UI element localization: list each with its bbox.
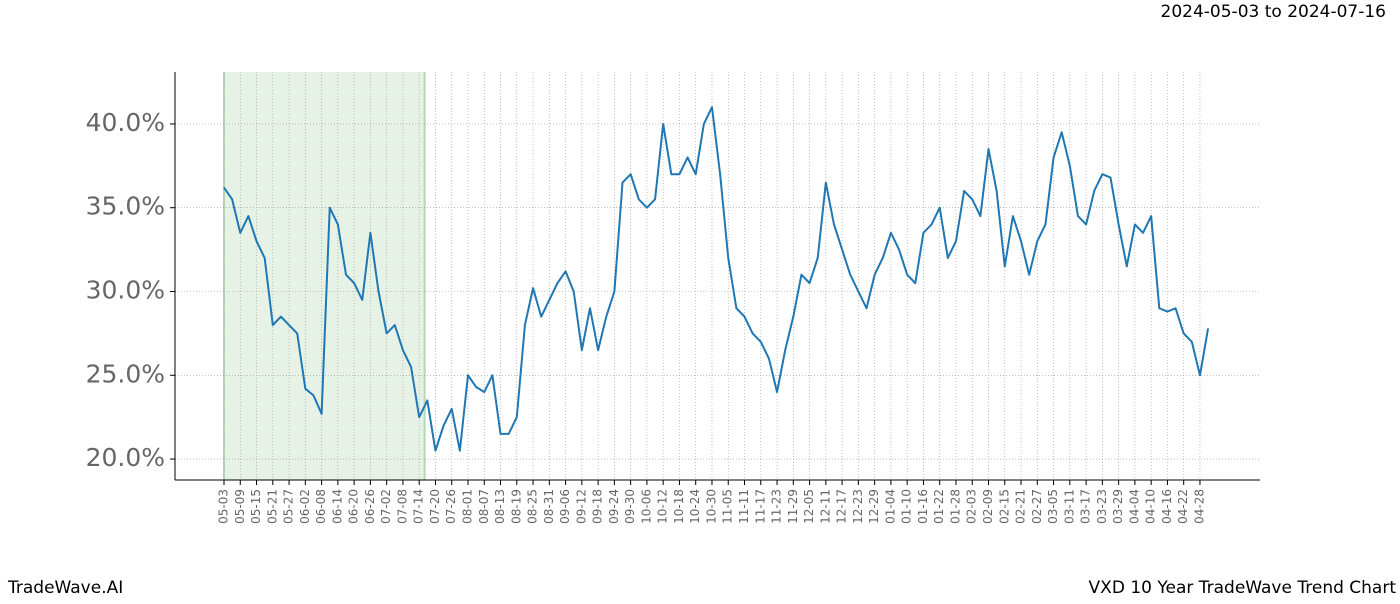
x-tick-label: 09-12 xyxy=(574,489,588,524)
x-tick-label: 09-06 xyxy=(558,489,572,524)
x-tick-label: 04-10 xyxy=(1144,489,1158,524)
x-tick-label: 04-16 xyxy=(1160,489,1174,524)
x-tick-label: 09-24 xyxy=(607,489,621,524)
x-tick-label: 03-23 xyxy=(1095,489,1109,524)
x-tick-label: 06-08 xyxy=(314,489,328,524)
x-tick-label: 02-03 xyxy=(965,489,979,524)
x-tick-label: 09-30 xyxy=(623,489,637,524)
x-tick-label: 08-07 xyxy=(477,489,491,524)
x-tick-label: 12-11 xyxy=(818,489,832,524)
x-tick-label: 07-20 xyxy=(428,489,442,524)
x-tick-label: 06-26 xyxy=(363,489,377,524)
x-tick-label: 08-01 xyxy=(460,489,474,524)
x-tick-label: 08-25 xyxy=(526,489,540,524)
trend-line xyxy=(223,106,1210,452)
x-tick-label: 06-02 xyxy=(298,489,312,524)
x-tick-label: 12-17 xyxy=(835,489,849,524)
x-tick-label: 08-19 xyxy=(509,489,523,524)
x-tick-label: 04-28 xyxy=(1192,489,1206,524)
x-tick-label: 10-24 xyxy=(688,489,702,524)
highlight-range xyxy=(224,72,425,480)
x-tick-label: 10-30 xyxy=(704,489,718,524)
x-tick-label: 04-04 xyxy=(1127,489,1141,524)
x-tick-label: 03-29 xyxy=(1111,489,1125,524)
footer-right: VXD 10 Year TradeWave Trend Chart xyxy=(1089,578,1397,598)
y-tick-label: 35.0% xyxy=(86,192,165,221)
x-tick-label: 06-20 xyxy=(347,489,361,524)
x-tick-label: 11-05 xyxy=(721,489,735,524)
x-tick-label: 01-22 xyxy=(932,489,946,524)
x-tick-label: 10-18 xyxy=(672,489,686,524)
x-tick-label: 06-14 xyxy=(330,489,344,524)
x-tick-label: 01-10 xyxy=(900,489,914,524)
date-range: 2024-05-03 to 2024-07-16 xyxy=(1161,2,1386,22)
x-tick-label: 01-28 xyxy=(948,489,962,524)
x-tick-label: 10-06 xyxy=(639,489,653,524)
x-tick-label: 03-17 xyxy=(1079,489,1093,524)
x-tick-label: 11-17 xyxy=(753,489,767,524)
x-tick-label: 10-12 xyxy=(656,489,670,524)
x-tick-label: 01-16 xyxy=(916,489,930,524)
x-tick-label: 11-11 xyxy=(737,489,751,524)
x-tick-label: 05-21 xyxy=(265,489,279,524)
x-tick-label: 07-14 xyxy=(412,489,426,524)
x-tick-label: 12-23 xyxy=(851,489,865,524)
x-tick-label: 11-23 xyxy=(770,489,784,524)
x-tick-label: 05-03 xyxy=(217,489,231,524)
x-tick-label: 12-05 xyxy=(802,489,816,524)
x-tick-label: 02-21 xyxy=(1014,489,1028,524)
x-tick-label: 02-27 xyxy=(1030,489,1044,524)
x-tick-label: 07-08 xyxy=(395,489,409,524)
x-tick-label: 08-13 xyxy=(493,489,507,524)
x-tick-label: 05-09 xyxy=(233,489,247,524)
x-tick-label: 04-22 xyxy=(1176,489,1190,524)
y-tick-label: 20.0% xyxy=(86,443,165,472)
y-tick-label: 25.0% xyxy=(86,359,165,388)
x-tick-label: 12-29 xyxy=(867,489,881,524)
x-tick-label: 02-15 xyxy=(997,489,1011,524)
y-tick-label: 30.0% xyxy=(86,275,165,304)
x-tick-label: 03-05 xyxy=(1046,489,1060,524)
x-tick-label: 11-29 xyxy=(786,489,800,524)
x-tick-label: 07-02 xyxy=(379,489,393,524)
x-tick-label: 02-09 xyxy=(981,489,995,524)
x-tick-label: 09-18 xyxy=(591,489,605,524)
x-tick-label: 08-31 xyxy=(542,489,556,524)
x-tick-label: 05-27 xyxy=(282,489,296,524)
x-tick-label: 01-04 xyxy=(883,489,897,524)
footer-left: TradeWave.AI xyxy=(7,578,123,598)
x-tick-label: 05-15 xyxy=(249,489,263,524)
y-tick-label: 40.0% xyxy=(86,108,165,137)
x-tick-label: 07-26 xyxy=(444,489,458,524)
x-tick-label: 03-11 xyxy=(1062,489,1076,524)
